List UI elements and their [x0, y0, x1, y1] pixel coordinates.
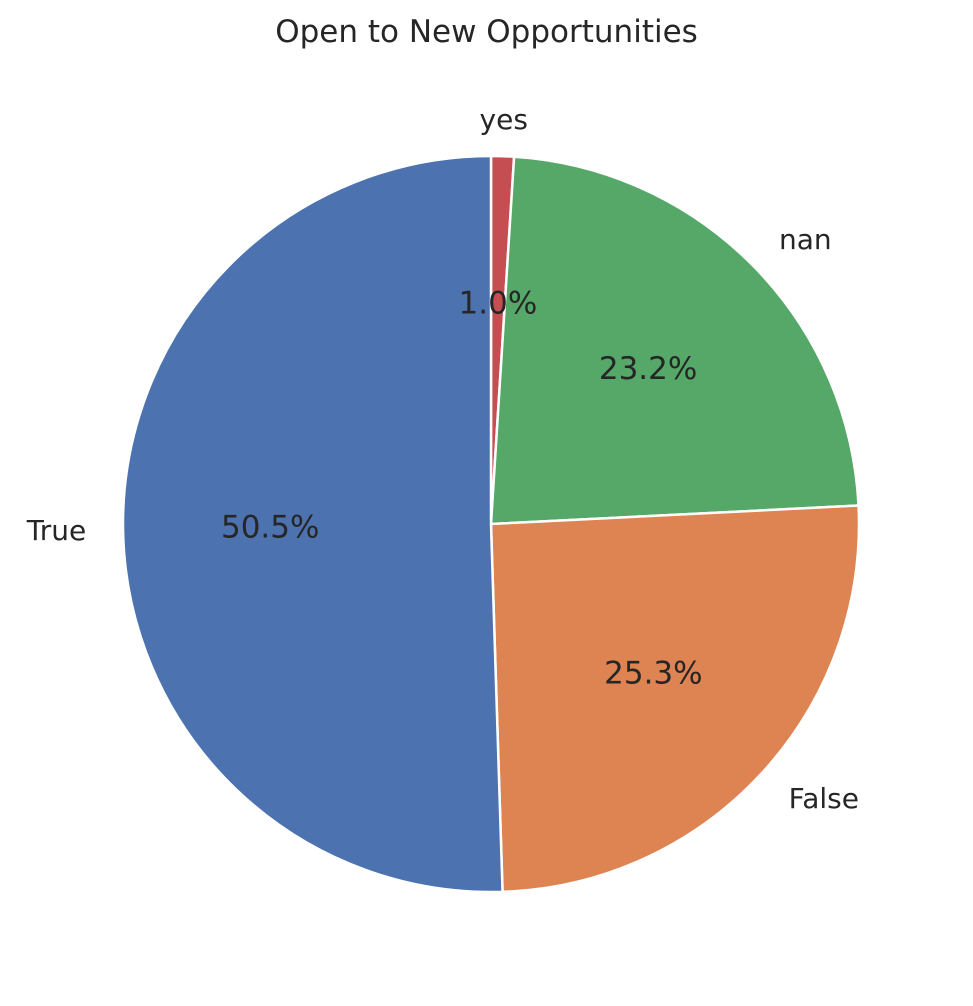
- slice-label-yes: yes: [480, 103, 528, 136]
- slice-percent-true: 50.5%: [221, 509, 319, 545]
- pie-slice-false: [489, 504, 861, 894]
- pie-slice-nan: [489, 155, 860, 526]
- slice-label-false: False: [789, 782, 859, 815]
- chart-title: Open to New Opportunities: [275, 14, 698, 50]
- slice-percent-false: 25.3%: [604, 656, 702, 692]
- pie-slice-true: [121, 154, 504, 894]
- slice-label-nan: nan: [779, 223, 832, 256]
- slice-percent-yes: 1.0%: [459, 285, 538, 321]
- slice-percent-nan: 23.2%: [599, 351, 697, 387]
- slice-label-true: True: [26, 514, 86, 547]
